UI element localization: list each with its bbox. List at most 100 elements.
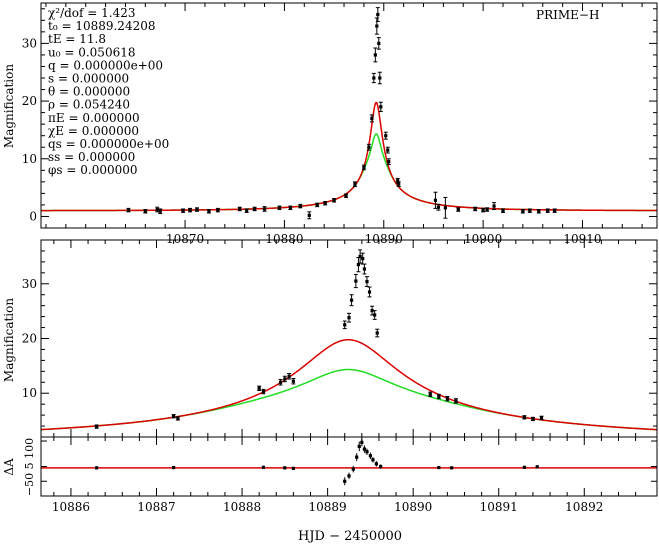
x-tick-label: 10890 [394,500,432,514]
x-tick-label: 10900 [464,232,502,246]
data-point [386,148,390,152]
x-tick-label: 10888 [223,500,261,514]
data-point [539,416,544,420]
data-point [332,198,336,202]
fit-parameter: φs = 0.000000 [48,163,138,177]
data-point [261,389,266,394]
top-panel-frame [40,2,658,229]
data-point [238,207,242,211]
data-point [546,209,550,213]
fit-parameter: πE = 0.000000 [48,111,140,125]
residual-point [371,458,375,462]
y-tick-label: 20 [22,94,37,108]
fit-parameter: t₀ = 10889.24208 [48,19,155,33]
fit-parameter: q = 0.000000e+00 [48,58,163,72]
data-point [372,76,376,80]
data-point [456,207,460,212]
data-point [288,206,292,210]
data-point [257,386,261,390]
data-point [373,313,377,317]
data-point [396,179,400,183]
data-point [315,203,319,207]
top-panel: 10870 10880 10890 10900 10910 0 10 20 30 PRIME−H… [2,2,658,246]
data-point [433,198,438,202]
data-point [454,399,458,403]
data-point [365,279,369,284]
data-point [379,105,383,109]
data-point [356,263,361,267]
middle-panel-frame [40,239,658,438]
data-point [347,316,351,320]
data-point [373,53,377,57]
residual-point [374,462,378,466]
data-point [370,308,374,313]
data-point [521,209,525,213]
data-point [485,207,489,212]
residual-point [362,447,366,451]
data-point [278,380,283,384]
data-point [181,209,185,213]
data-point [158,209,162,213]
y-tick-label: 30 [22,36,37,50]
y-tick-label: 20 [22,332,37,346]
data-point [277,206,282,210]
fit-parameter: u₀ = 0.050618 [48,45,135,59]
y-tick-label: 30 [22,277,37,291]
top-panel-title: PRIME−H [536,8,599,22]
fit-parameter: tE = 11.8 [48,32,106,46]
residual-point [355,455,359,459]
residual-point [437,465,441,470]
data-point [353,182,357,186]
data-point [143,209,147,213]
middle-ylabel: Magnification [2,298,16,382]
residual-point [357,444,361,448]
x-tick-label: 10886 [52,500,90,514]
data-point [253,207,257,211]
data-point [126,208,131,212]
data-point [362,267,366,271]
data-point [537,209,541,213]
data-point [443,206,447,210]
residual-point [522,465,526,469]
data-point [492,204,496,208]
data-point [481,208,485,212]
x-axis-label: HJD − 2450000 [298,529,402,544]
fit-parameter: ρ = 0.054240 [48,98,130,112]
fit-parameter: ss = 0.000000 [48,150,135,164]
residual-point [360,440,364,444]
data-point [362,165,366,170]
data-point [95,425,99,429]
y-tick-label: 10 [22,386,37,400]
data-point [377,41,381,45]
data-point [172,414,176,418]
data-point [283,377,287,381]
data-point [207,209,211,213]
fit-parameter: χ²/dof = 1.423 [48,6,136,20]
data-point [287,374,291,378]
data-point [176,416,180,420]
residual-point [261,465,266,469]
data-point [522,415,526,419]
data-point [387,160,391,164]
data-point [262,207,267,211]
data-point [188,208,192,212]
data-point [323,201,327,205]
fit-parameter: qs = 0.000000e+00 [48,137,169,151]
data-point [436,205,441,209]
data-point [473,207,477,211]
residual-point [291,466,295,470]
residual-point [365,450,369,454]
x-tick-label: 10887 [137,500,175,514]
data-point [375,331,379,335]
fit-parameter: θ = 0.000000 [48,85,130,99]
data-point [155,207,159,212]
data-point [428,392,432,396]
data-point [354,279,358,283]
data-point [343,323,347,327]
data-point [367,145,371,149]
bottom-panel-frame [40,436,658,497]
bottom-ylabel: ΔA [2,458,16,476]
top-ylabel: Magnification [2,64,16,148]
data-point [531,417,535,421]
fit-parameter: s = 0.000000 [48,72,129,86]
